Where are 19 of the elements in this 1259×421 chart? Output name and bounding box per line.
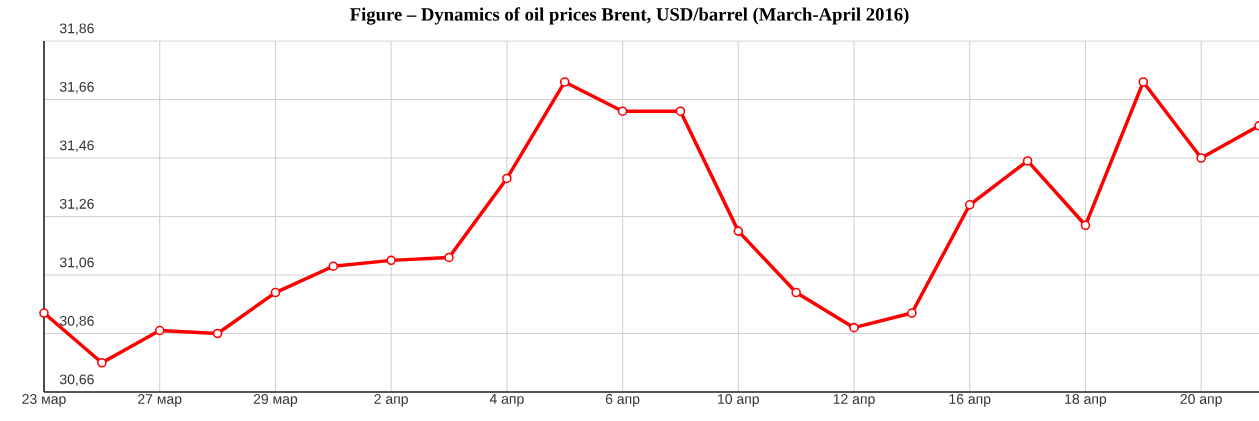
y-tick-label: 30,86 bbox=[59, 315, 94, 328]
x-tick-label: 10 апр bbox=[718, 394, 759, 407]
x-tick-label: 27 мар bbox=[138, 394, 182, 407]
y-tick-label: 31,26 bbox=[59, 198, 94, 211]
x-tick-label: 6 апр bbox=[605, 394, 640, 407]
x-tick-label: 20 апр bbox=[1180, 394, 1222, 407]
x-tick-label: 18 апр bbox=[1065, 394, 1107, 407]
y-tick-label: 31,86 bbox=[59, 23, 94, 35]
y-tick-label: 31,66 bbox=[59, 81, 94, 94]
y-tick-label: 31,46 bbox=[59, 140, 94, 152]
x-tick-label: 4 апр bbox=[489, 394, 524, 407]
chart-title: Figure – Dynamics of oil prices Brent, USD/barrel (March-April 2016) bbox=[350, 7, 909, 25]
x-tick-label: 12 апр bbox=[833, 394, 875, 407]
y-tick-label: 31,06 bbox=[59, 257, 94, 269]
x-tick-label: 16 апр bbox=[949, 394, 991, 407]
x-tick-label: 23 мар bbox=[22, 394, 66, 407]
x-tick-label: 29 мар bbox=[253, 394, 298, 407]
x-tick-label: 2 апр bbox=[374, 394, 408, 407]
y-tick-label: 30,66 bbox=[59, 374, 94, 386]
